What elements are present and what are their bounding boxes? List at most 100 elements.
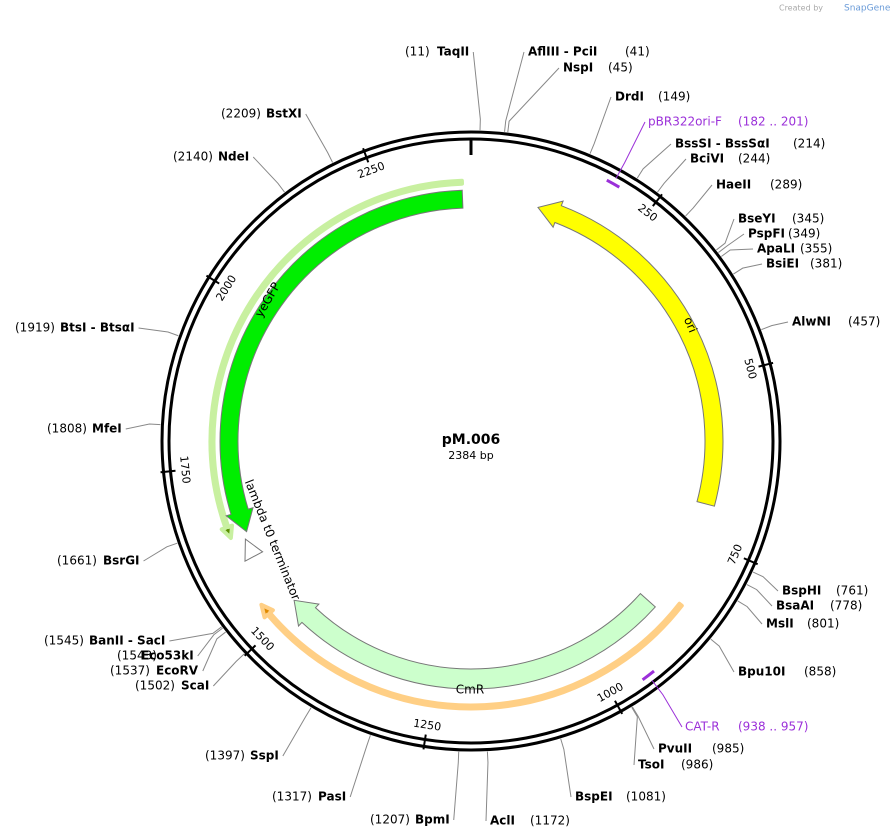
site-leader	[710, 638, 735, 673]
site-position: (381)	[810, 257, 842, 271]
site-leader	[685, 184, 713, 217]
site-position: (1502)	[135, 679, 175, 693]
site-position: (345)	[792, 212, 824, 226]
plasmid-length: 2384 bp	[448, 449, 493, 462]
primer-leader	[651, 679, 683, 728]
site-name: PspFI	[748, 227, 785, 241]
site-leader	[733, 263, 763, 275]
tick-label: 750	[725, 542, 745, 566]
site-leader	[737, 600, 763, 625]
primer-range: (182 .. 201)	[738, 115, 808, 129]
site-position: (2209)	[221, 107, 261, 121]
site-name: BspEI	[575, 790, 613, 804]
site-position: (1537)	[110, 664, 150, 678]
primer-name: pBR322ori-F	[648, 115, 722, 129]
site-leader	[125, 423, 161, 430]
site-leader	[212, 653, 245, 687]
site-position: (41)	[625, 45, 650, 59]
site-leader	[138, 327, 179, 337]
plasmid-name: pM.006	[442, 432, 501, 448]
site-name: BssSI - BssSαI	[675, 137, 770, 151]
site-leader	[746, 584, 773, 607]
primer-range: (938 .. 957)	[738, 720, 808, 734]
site-position: (45)	[608, 61, 633, 75]
site-leader	[752, 571, 779, 592]
site-name: PvuII	[658, 742, 692, 756]
site-name: BsiEI	[766, 257, 799, 271]
site-position: (858)	[804, 665, 836, 679]
site-position: (1207)	[370, 813, 410, 827]
site-position: (1919)	[15, 321, 55, 335]
site-leader	[716, 218, 735, 251]
site-leader	[349, 735, 371, 798]
tick-label: 2250	[356, 159, 387, 181]
site-leader	[636, 143, 672, 179]
site-leader	[143, 542, 178, 562]
site-position: (1397)	[205, 749, 245, 763]
site-name: TaqII	[437, 45, 469, 59]
site-name: EcoRV	[156, 664, 199, 678]
site-name: ApaLI	[757, 242, 795, 256]
site-position: (349)	[788, 227, 820, 241]
site-leader	[504, 51, 525, 132]
site-leader	[485, 751, 489, 822]
site-leader	[472, 51, 481, 131]
site-position: (1081)	[626, 790, 666, 804]
site-leader	[169, 626, 222, 642]
site-position: (1172)	[530, 814, 570, 828]
primer-mark	[606, 178, 621, 189]
site-position: (1543)	[117, 649, 157, 663]
site-name: ScaI	[181, 679, 209, 693]
credit: Created by	[779, 4, 823, 13]
primer-leader	[615, 121, 646, 179]
site-position: (1661)	[57, 554, 97, 568]
feature-label: CmR	[456, 683, 484, 697]
site-leader	[507, 67, 560, 133]
site-name: NspI	[563, 61, 593, 75]
feature-label: lambda t0 terminator	[242, 478, 303, 603]
site-name: BtsI - BtsαI	[60, 321, 135, 335]
site-position: (11)	[405, 45, 430, 59]
site-leader	[721, 248, 754, 257]
site-name: Bpu10I	[738, 665, 785, 679]
site-name: BstXI	[266, 107, 302, 121]
site-name: AclI	[490, 814, 515, 828]
site-position: (801)	[807, 617, 839, 631]
site-name: BseYI	[738, 212, 776, 226]
tick-mark	[362, 147, 370, 163]
site-name: BanII - SacI	[89, 634, 165, 648]
site-leader	[202, 631, 226, 672]
tick-mark	[758, 361, 774, 368]
tick-mark	[160, 469, 176, 474]
tick-mark	[205, 274, 220, 285]
tick-mark	[614, 700, 624, 715]
site-position: (457)	[848, 315, 880, 329]
tick-mark	[422, 734, 427, 750]
site-name: PasI	[318, 790, 346, 804]
feature-arrow	[293, 592, 657, 690]
site-leader	[589, 96, 612, 154]
site-name: NdeI	[218, 150, 249, 164]
site-leader	[761, 321, 789, 331]
site-name: BciVI	[690, 152, 724, 166]
site-leader	[197, 627, 223, 657]
feature-arrow	[219, 189, 464, 533]
feature-label: ori	[681, 315, 700, 335]
site-leader	[631, 706, 655, 750]
tick-label: 1250	[412, 717, 442, 734]
site-position: (986)	[681, 758, 713, 772]
outer-ring	[160, 130, 782, 752]
site-leader	[453, 751, 460, 821]
site-leader	[657, 158, 687, 193]
site-leader	[252, 156, 285, 193]
site-leader	[282, 707, 312, 757]
site-leader	[718, 233, 745, 253]
site-name: TsoI	[638, 758, 664, 772]
site-name: MfeI	[92, 422, 122, 436]
feature-arrow	[244, 538, 264, 563]
site-leader	[305, 113, 334, 163]
site-position: (1545)	[44, 634, 84, 648]
site-position: (289)	[770, 178, 802, 192]
site-position: (761)	[836, 584, 868, 598]
